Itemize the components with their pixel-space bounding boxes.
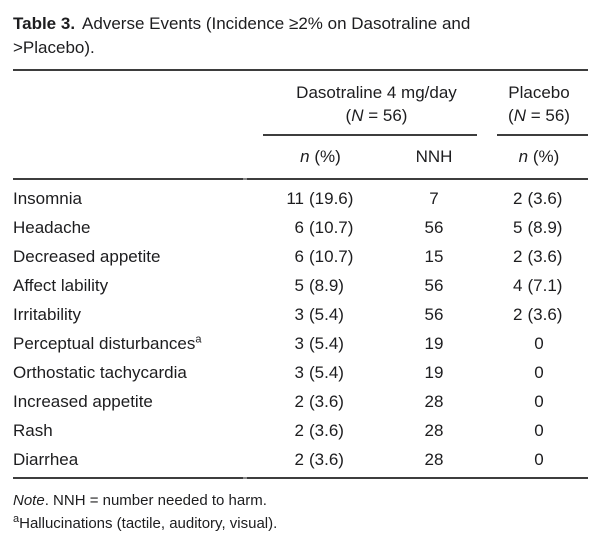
table-row: Diarrhea 2 (3.6) 28 0 (13, 445, 588, 474)
spanner-rule-dasotraline (263, 134, 477, 136)
paper-table-page: Table 3. Adverse Events (Incidence ≥2% on… (13, 12, 588, 535)
spanner-spacer (13, 81, 263, 127)
adverse-event-name: Headache (13, 218, 91, 237)
adverse-event-footnote-marker: a (195, 333, 202, 346)
nnh-cell: 7 (429, 189, 439, 208)
adverse-event-name: Decreased appetite (13, 247, 161, 266)
dasotraline-npct-cell: 6 (10.7) (294, 247, 354, 266)
table-row: Orthostatic tachycardia 3 (5.4) 19 0 (13, 358, 588, 387)
footnote-a: aHallucinations (tactile, auditory, visu… (13, 512, 588, 535)
table-row: Headache 6 (10.7) 56 5 (8.9) (13, 213, 588, 242)
adverse-event-label: Irritability (13, 300, 263, 329)
adverse-event-label: Headache (13, 213, 263, 242)
table-row: Increased appetite 2 (3.6) 28 0 (13, 387, 588, 416)
footnote-a-text: Hallucinations (tactile, auditory, visua… (19, 515, 278, 532)
adverse-event-label: Orthostatic tachycardia (13, 358, 263, 387)
nnh-cell: 56 (424, 218, 444, 237)
adverse-event-label: Rash (13, 416, 263, 445)
adverse-event-name: Rash (13, 421, 53, 440)
table-top-rule (13, 69, 588, 71)
adverse-event-label: Insomnia (13, 184, 263, 213)
placebo-npct-cell: 0 (534, 334, 544, 353)
table-body: Insomnia 11 (19.6) 7 2 (3.6) Headache 6 (10… (13, 184, 588, 474)
table-bottom-rule (13, 477, 588, 479)
placebo-npct-cell: 0 (534, 363, 544, 382)
adverse-event-label: Perceptual disturbancesa (13, 329, 263, 358)
placebo-npct-cell: 0 (534, 392, 544, 411)
spanner-placebo: Placebo (N = 56) (490, 81, 588, 127)
dasotraline-npct-cell: 3 (5.4) (294, 363, 344, 382)
column-header-row: n (%) NNH n (%) (13, 136, 588, 178)
dasotraline-npct-cell: 2 (3.6) (294, 421, 344, 440)
placebo-npct-cell: 2 (3.6) (513, 247, 563, 266)
placebo-npct-cell: 5 (8.9) (513, 218, 563, 237)
adverse-event-label: Diarrhea (13, 445, 263, 474)
table-row: Insomnia 11 (19.6) 7 2 (3.6) (13, 184, 588, 213)
adverse-event-name: Irritability (13, 305, 82, 324)
column-header-nnh: NNH (415, 147, 453, 166)
table-footnotes: Note. NNH = number needed to harm. aHall… (13, 489, 588, 535)
nnh-cell: 15 (424, 247, 444, 266)
nnh-cell: 19 (424, 334, 444, 353)
dasotraline-npct-cell: 2 (3.6) (294, 450, 344, 469)
adverse-event-name: Perceptual disturbances (13, 334, 196, 353)
nnh-cell: 56 (424, 276, 444, 295)
adverse-event-name: Orthostatic tachycardia (13, 363, 187, 382)
table-caption-text: Adverse Events (Incidence ≥2% on Dasotra… (13, 14, 471, 57)
column-header-pbo-npct: n (%) (518, 147, 560, 166)
placebo-npct-cell: 0 (534, 421, 544, 440)
adverse-event-label: Increased appetite (13, 387, 263, 416)
dasotraline-npct-cell: 3 (5.4) (294, 305, 344, 324)
spanner-placebo-n: (N = 56) (508, 106, 570, 125)
dasotraline-npct-cell: 5 (8.9) (294, 276, 344, 295)
adverse-event-name: Affect lability (13, 276, 109, 295)
spanner-dasotraline: Dasotraline 4 mg/day (N = 56) (263, 81, 490, 127)
placebo-npct-cell: 0 (534, 450, 544, 469)
table-number: Table 3. (13, 14, 76, 33)
table-row: Perceptual disturbancesa 3 (5.4) 19 0 (13, 329, 588, 358)
nnh-cell: 56 (424, 305, 444, 324)
adverse-event-label: Decreased appetite (13, 242, 263, 271)
adverse-event-name: Diarrhea (13, 450, 79, 469)
dasotraline-npct-cell: 3 (5.4) (294, 334, 344, 353)
nnh-cell: 28 (424, 450, 444, 469)
dasotraline-npct-cell: 2 (3.6) (294, 392, 344, 411)
spanner-placebo-name: Placebo (508, 83, 570, 102)
dasotraline-npct-cell: 11 (19.6) (286, 189, 354, 208)
nnh-cell: 28 (424, 421, 444, 440)
table-mid-rule (13, 178, 588, 180)
footnote-note: Note. NNH = number needed to harm. (13, 492, 267, 509)
spanner-rules-row (13, 127, 588, 136)
table-row: Irritability 3 (5.4) 56 2 (3.6) (13, 300, 588, 329)
table-caption: Table 3. Adverse Events (Incidence ≥2% on… (13, 12, 513, 60)
table-row: Decreased appetite 6 (10.7) 15 2 (3.6) (13, 242, 588, 271)
table-row: Rash 2 (3.6) 28 0 (13, 416, 588, 445)
dasotraline-npct-cell: 6 (10.7) (294, 218, 354, 237)
column-header-spacer (13, 136, 263, 178)
spanner-dasotraline-n: (N = 56) (345, 106, 408, 125)
adverse-event-name: Insomnia (13, 189, 82, 208)
adverse-event-name: Increased appetite (13, 392, 153, 411)
table-row: Affect lability 5 (8.9) 56 4 (7.1) (13, 271, 588, 300)
placebo-npct-cell: 2 (3.6) (513, 189, 563, 208)
nnh-cell: 19 (424, 363, 444, 382)
footnote-a-marker: a (13, 513, 20, 525)
placebo-npct-cell: 4 (7.1) (513, 276, 563, 295)
adverse-event-label: Affect lability (13, 271, 263, 300)
spanner-rule-placebo (497, 134, 588, 136)
column-header-das-npct: n (%) (300, 147, 341, 166)
nnh-cell: 28 (424, 392, 444, 411)
column-spanner-row: Dasotraline 4 mg/day (N = 56) Placebo (N… (13, 71, 588, 127)
placebo-npct-cell: 2 (3.6) (513, 305, 563, 324)
spanner-dasotraline-name: Dasotraline 4 mg/day (296, 83, 457, 102)
